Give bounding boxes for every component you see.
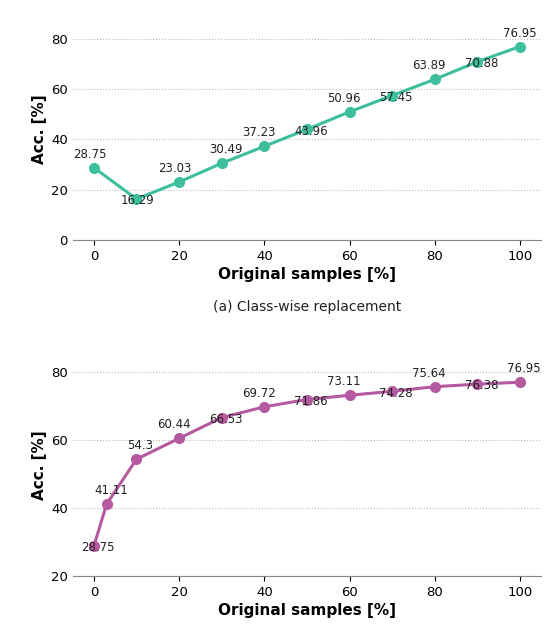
Text: 54.3: 54.3 bbox=[128, 439, 153, 453]
X-axis label: Original samples [%]: Original samples [%] bbox=[218, 603, 396, 618]
Text: 76.95: 76.95 bbox=[503, 26, 537, 39]
Text: 28.75: 28.75 bbox=[73, 148, 107, 161]
Text: 50.96: 50.96 bbox=[327, 92, 360, 105]
Text: 23.03: 23.03 bbox=[158, 162, 191, 175]
Text: 41.11: 41.11 bbox=[94, 484, 128, 497]
Text: 37.23: 37.23 bbox=[242, 126, 276, 140]
Text: 70.88: 70.88 bbox=[465, 57, 498, 70]
Text: 75.64: 75.64 bbox=[412, 367, 446, 380]
Text: 69.72: 69.72 bbox=[242, 387, 276, 400]
Text: 76.38: 76.38 bbox=[465, 379, 498, 393]
Text: 63.89: 63.89 bbox=[412, 59, 446, 73]
Y-axis label: Acc. [%]: Acc. [%] bbox=[32, 95, 47, 164]
Text: 76.95: 76.95 bbox=[507, 362, 541, 375]
Text: 30.49: 30.49 bbox=[209, 143, 243, 156]
Text: 60.44: 60.44 bbox=[157, 418, 190, 431]
Text: 74.28: 74.28 bbox=[379, 387, 413, 399]
Title: (a) Class-wise replacement: (a) Class-wise replacement bbox=[213, 300, 401, 314]
Text: 73.11: 73.11 bbox=[327, 376, 361, 388]
Text: 66.53: 66.53 bbox=[209, 413, 243, 426]
Text: 16.29: 16.29 bbox=[121, 194, 155, 207]
Text: 71.86: 71.86 bbox=[294, 395, 328, 408]
Text: 57.45: 57.45 bbox=[379, 91, 413, 104]
Text: 43.96: 43.96 bbox=[294, 125, 328, 138]
X-axis label: Original samples [%]: Original samples [%] bbox=[218, 267, 396, 282]
Text: 28.75: 28.75 bbox=[81, 541, 115, 555]
Y-axis label: Acc. [%]: Acc. [%] bbox=[32, 431, 47, 500]
